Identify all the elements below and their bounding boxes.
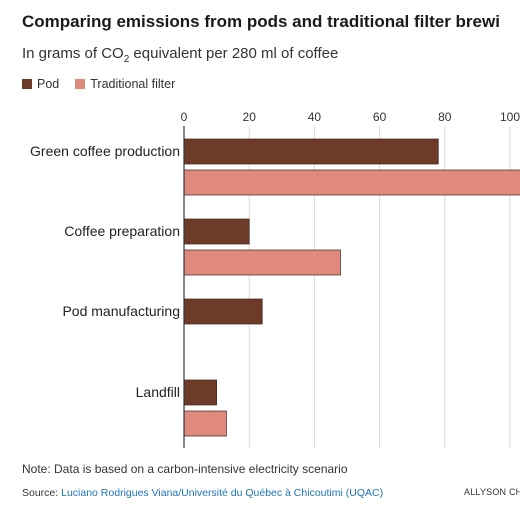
legend-item-pod: Pod [22,77,59,91]
x-tick-label-100: 100 [500,110,520,124]
bar-pod-manufacturing-pod [183,298,263,325]
x-tick-label-40: 40 [308,110,322,124]
x-tick-label-60: 60 [373,110,387,124]
chart-source: Source: Luciano Rodrigues Viana/Universi… [22,487,383,499]
x-tick-label-20: 20 [243,110,257,124]
bar-coffee-preparation-filter [183,249,341,276]
subtitle-subscript: 2 [123,54,130,65]
chart-note: Note: Data is based on a carbon-intensiv… [22,462,348,476]
bar-green-coffee-production-pod [183,138,439,165]
legend-label-filter: Traditional filter [90,77,176,91]
bar-landfill-filter [183,410,227,437]
chart-subtitle: In grams of CO2 equivalent per 280 ml of… [22,45,338,65]
source-link[interactable]: Luciano Rodrigues Viana/Université du Qu… [61,487,384,499]
legend-label-pod: Pod [37,77,60,91]
source-label: Source: [22,487,62,499]
category-label-landfill: Landfill [136,384,180,400]
legend-item-filter: Traditional filter [75,77,175,91]
x-tick-label-80: 80 [438,110,452,124]
category-label-pod-manufacturing: Pod manufacturing [62,303,180,319]
bar-chart: 0 20 40 60 80 100 Green coffee production Coffe… [30,110,520,448]
category-label-green-coffee-production: Green coffee production [30,143,180,159]
subtitle-text-end: equivalent per 280 ml of coffee [129,45,339,62]
chart-title: Comparing emissions from pods and tradit… [22,12,500,31]
bar-coffee-preparation-pod [183,218,250,245]
legend-swatch-filter [75,79,86,89]
category-label-coffee-preparation: Coffee preparation [64,223,180,239]
chart-credit: ALLYSON CHI [464,487,520,497]
legend-swatch-pod [22,79,32,89]
bar-green-coffee-production-filter [183,169,520,196]
bar-landfill-pod [183,379,217,406]
subtitle-text: In grams of CO [22,45,124,62]
x-tick-label-0: 0 [181,110,188,124]
legend: Pod Traditional filter [22,77,191,91]
